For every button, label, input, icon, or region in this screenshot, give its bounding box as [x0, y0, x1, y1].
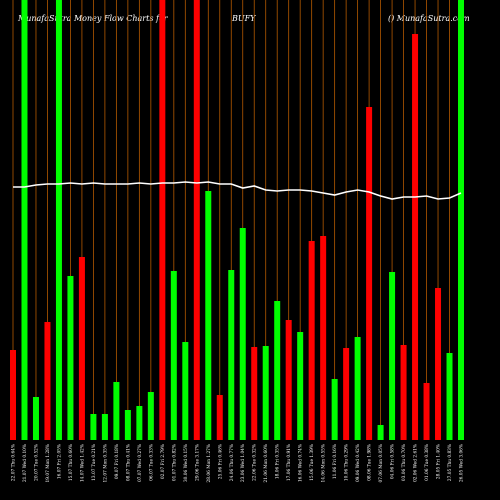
bar — [446, 353, 453, 440]
bar — [170, 271, 177, 440]
x-tick-label: 24.06 Thu 0.77% — [230, 444, 235, 481]
x-tick-label: 16.07 Fri 2.05% — [57, 444, 62, 479]
x-tick-label: 11.06 Fri 0.16% — [333, 444, 338, 479]
bar — [274, 301, 281, 440]
bar — [55, 0, 62, 440]
bar — [262, 346, 269, 440]
x-tick-label: 17.06 Thu 0.91% — [287, 444, 292, 481]
bar — [320, 236, 327, 440]
bar — [182, 342, 189, 440]
symbol: BUFY — [231, 14, 256, 23]
x-tick-label: 27.05 Thu 0.83% — [448, 444, 453, 481]
bar — [377, 425, 384, 440]
x-tick-label: 28.06 Mon 1.27% — [207, 444, 212, 482]
x-tick-label: 23.06 Wed 1.04% — [241, 444, 246, 482]
bar — [251, 347, 258, 440]
bar — [297, 332, 304, 440]
bar — [67, 276, 74, 440]
bar — [366, 107, 373, 440]
x-tick-label: 15.07 Thu 0.60% — [69, 444, 74, 481]
x-tick-label: 02.06 Wed 2.61% — [414, 444, 419, 482]
bar — [10, 350, 16, 440]
x-tick-label: 01.06 Tue 0.38% — [425, 444, 430, 481]
bar — [458, 0, 464, 440]
x-tick-label: 26.05 Wed 3.06% — [460, 444, 465, 482]
bar — [412, 34, 419, 440]
x-tick-label: 21.06 Mon 0.60% — [264, 444, 269, 482]
x-tick-label: 04.06 Fri 0.58% — [391, 444, 396, 479]
x-tick-label: 09.07 Fri 0.18% — [115, 444, 120, 479]
x-tick-label: 02.07 Fri 2.79% — [161, 444, 166, 479]
x-tick-label: 21.07 Wed 0.10% — [23, 444, 28, 482]
bar — [389, 272, 396, 440]
bar — [78, 257, 85, 440]
x-tick-label: 15.06 Tue 1.39% — [310, 444, 315, 481]
x-tick-label: 18.06 Fri 0.35% — [276, 444, 281, 479]
x-tick-label: 25.06 Fri 0.46% — [218, 444, 223, 479]
x-tick-label: 09.06 Wed 0.42% — [356, 444, 361, 482]
x-tick-label: 16.06 Wed 0.74% — [299, 444, 304, 482]
x-tick-label: 14.06 Mon 0.55% — [322, 444, 327, 482]
bar — [343, 348, 350, 440]
bar — [354, 337, 361, 440]
x-tick-label: 10.06 Thu 0.29% — [345, 444, 350, 481]
x-tick-label: 14.07 Wed 1.42% — [80, 444, 85, 482]
x-tick-label: 13.07 Tue 0.21% — [92, 444, 97, 481]
x-tick-label: 12.07 Mon 0.35% — [103, 444, 108, 482]
x-tick-label: 08.07 Thu 0.41% — [126, 444, 131, 481]
bar — [400, 345, 407, 440]
bar — [32, 397, 39, 440]
bar — [21, 0, 28, 440]
bar — [113, 382, 120, 440]
x-tick-label: 28.05 Fri 1.40% — [437, 444, 442, 479]
bar — [193, 0, 200, 440]
x-tick-label: 19.07 Mon 1.28% — [46, 444, 51, 482]
bar — [159, 0, 166, 440]
bar — [101, 414, 108, 440]
bar — [285, 320, 292, 440]
bar — [435, 288, 442, 440]
x-tick-label: 08.06 Tue 1.98% — [368, 444, 373, 481]
x-tick-label: 20.07 Tue 0.52% — [34, 444, 39, 481]
x-tick-label: 03.06 Thu 0.70% — [402, 444, 407, 481]
bar — [331, 379, 338, 440]
bar — [308, 241, 315, 440]
x-tick-label: 30.06 Wed 0.15% — [184, 444, 189, 482]
x-tick-label: 29.06 Tue 3.17% — [195, 444, 200, 481]
x-tick-label: 01.07 Thu 0.82% — [172, 444, 177, 481]
source: () MunafaSutra.com — [388, 14, 470, 23]
x-tick-label: 06.07 Tue 0.33% — [149, 444, 154, 481]
bar — [124, 410, 131, 440]
x-tick-label: 07.07 Wed 0.27% — [138, 444, 143, 482]
bar — [423, 383, 430, 440]
x-tick-label: 07.06 Mon 0.05% — [379, 444, 384, 482]
bar — [205, 191, 212, 440]
bar — [239, 228, 246, 440]
bar — [216, 395, 223, 440]
x-tick-label: 22.07 Thu 0.64% — [12, 444, 17, 481]
bar — [44, 322, 51, 440]
x-tick-label: 22.06 Tue 0.32% — [253, 444, 258, 481]
bar — [228, 270, 235, 440]
line — [13, 181, 462, 200]
bar — [90, 414, 97, 440]
chart-title: MunafaSutra Money Flow Charts for — [17, 14, 169, 23]
bar — [136, 406, 143, 440]
bar — [147, 392, 154, 440]
